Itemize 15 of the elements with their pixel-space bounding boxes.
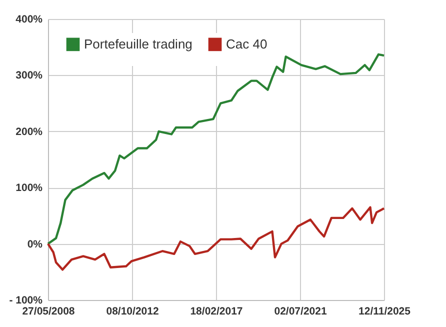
line-series: [46, 206, 386, 271]
y-tick-label: 400%: [16, 14, 44, 26]
line-series: [46, 53, 386, 245]
x-tick-label: 12/11/2025: [358, 306, 411, 318]
legend-label: Cac 40: [226, 36, 268, 52]
x-tick-label: 02/07/2021: [274, 306, 327, 318]
y-tick-label: - 100%: [9, 294, 44, 306]
y-tick-label: 100%: [16, 182, 44, 194]
legend-label: Portefeuille trading: [84, 36, 192, 52]
y-tick-label: 200%: [16, 126, 44, 138]
x-tick-label: 08/10/2012: [106, 306, 159, 318]
y-tick-label: 300%: [16, 70, 44, 82]
x-tick-label: 27/05/2008: [22, 306, 75, 318]
x-tick-label: 18/02/2017: [190, 306, 243, 318]
y-tick-label: 0%: [27, 238, 44, 250]
